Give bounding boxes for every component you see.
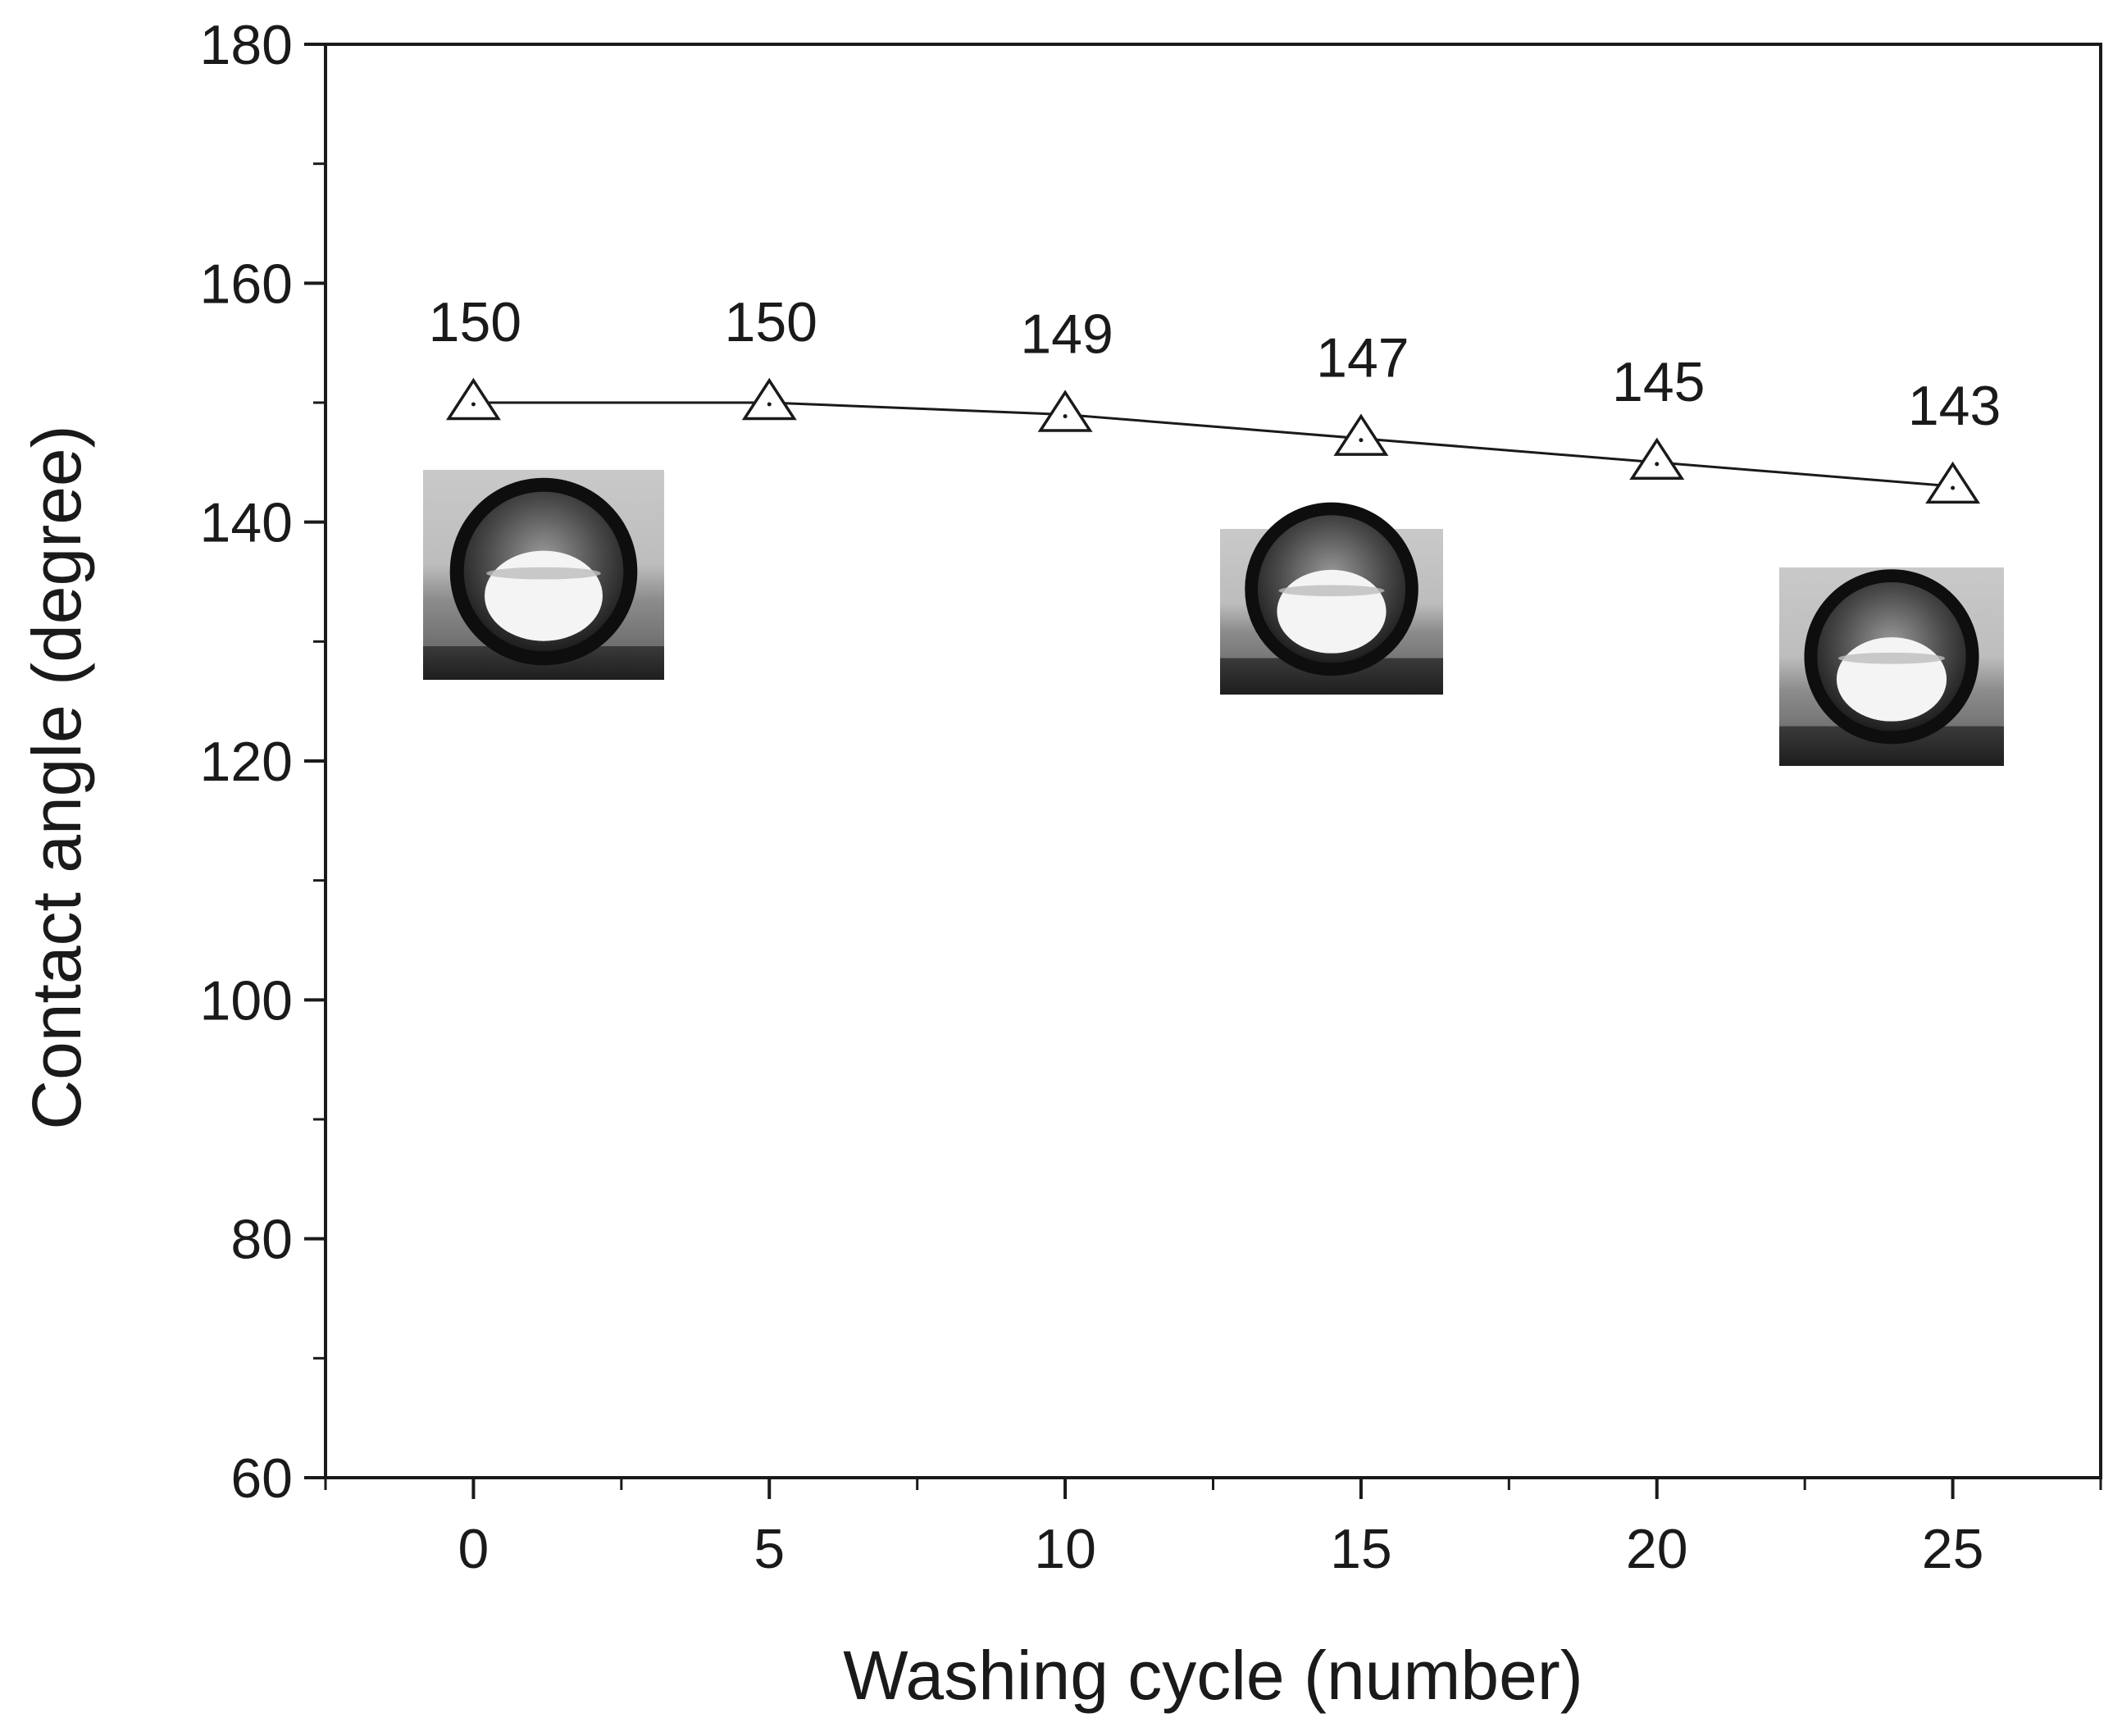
x-tick-label: 20 (1626, 1518, 1688, 1580)
x-axis-ticks: 0 5 10 15 20 25 (324, 1478, 2102, 1580)
data-point-marker (1629, 437, 1685, 481)
data-point-marker (741, 377, 797, 421)
y-tick-label: 140 (200, 492, 293, 554)
y-tick-label: 60 (230, 1447, 293, 1510)
data-label: 150 (429, 291, 521, 353)
data-label: 143 (1908, 375, 2001, 437)
droplet-reflection (1837, 652, 1946, 664)
series-group: 150 150 149 147 145 143 (429, 291, 2001, 504)
droplet-inset-image (1220, 502, 1443, 695)
y-axis-ticks: 60 80 100 120 140 160 180 (200, 14, 326, 1510)
droplet-insets (423, 470, 2004, 766)
marker-center-dot (767, 402, 772, 407)
y-axis-title: Contact angle (degree) (18, 425, 95, 1129)
x-tick-label: 25 (1922, 1518, 1984, 1580)
marker-center-dot (471, 402, 476, 407)
marker-center-dot (1655, 462, 1660, 467)
data-label: 149 (1020, 303, 1113, 366)
x-tick-label: 10 (1034, 1518, 1096, 1580)
x-axis-title: Washing cycle (number) (843, 1637, 1583, 1714)
y-tick-label: 100 (200, 969, 293, 1032)
data-label: 150 (725, 291, 817, 353)
droplet-reflection (1278, 585, 1385, 597)
x-tick-label: 0 (458, 1518, 490, 1580)
data-label: 147 (1316, 327, 1409, 390)
data-point-marker (1333, 413, 1389, 456)
droplet-highlight (485, 550, 603, 641)
y-tick-label: 180 (200, 14, 293, 76)
data-point-marker (1037, 390, 1093, 432)
droplet-inset-image (423, 470, 664, 680)
marker-center-dot (1063, 414, 1068, 419)
y-tick-label: 160 (200, 253, 293, 315)
droplet-reflection (486, 567, 601, 580)
x-tick-label: 15 (1330, 1518, 1392, 1580)
marker-center-dot (1951, 485, 1956, 490)
droplet-inset-image (1779, 567, 2004, 766)
data-point-marker (1925, 461, 1981, 504)
series-line (473, 401, 1953, 488)
x-tick-label: 5 (754, 1518, 785, 1580)
droplet-highlight (1836, 637, 1947, 722)
y-tick-label: 80 (230, 1209, 293, 1271)
y-tick-label: 120 (200, 731, 293, 793)
data-point-marker (445, 377, 501, 421)
data-label: 145 (1612, 351, 1705, 413)
marker-center-dot (1359, 438, 1364, 443)
droplet-highlight (1277, 569, 1387, 654)
